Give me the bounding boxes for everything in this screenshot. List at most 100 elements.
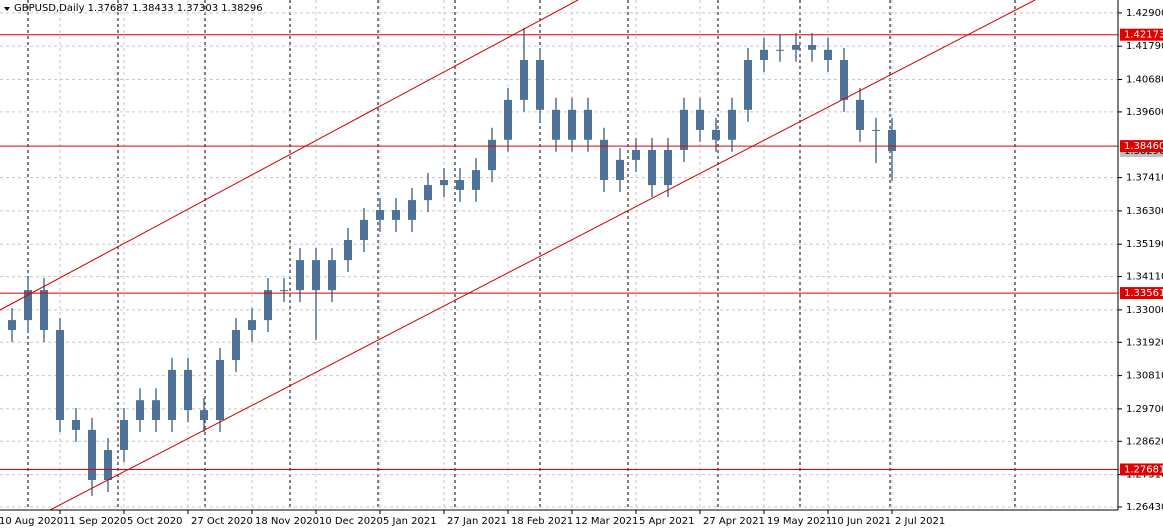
level-box: [1120, 287, 1163, 300]
channel-lower: [49, 0, 1036, 511]
candle-body: [328, 260, 336, 291]
x-tick-label: 19 May 2021: [767, 516, 832, 527]
candle-body: [600, 139, 608, 180]
candle-body: [824, 49, 832, 60]
x-tick-label: 11 Sep 2020: [63, 516, 126, 527]
level-box: [1120, 463, 1163, 476]
x-tick-label: 27 Oct 2020: [191, 516, 253, 527]
candle-body: [56, 330, 64, 420]
x-tick-label: 10 Dec 2020: [319, 516, 383, 527]
candle-body: [712, 129, 720, 140]
level-label: 1.42173: [1124, 30, 1163, 41]
axis-labels: 1.42900 1.41790 1.40680 1.39600 1.37410 1.363…: [0, 8, 1163, 527]
candle-body: [24, 290, 32, 321]
candle-body: [504, 99, 512, 140]
candle-body: [568, 109, 576, 140]
candle-body: [440, 180, 448, 186]
candle-body: [856, 99, 864, 130]
x-tick-label: 5 Jan 2021: [383, 516, 437, 527]
candle-body: [744, 60, 752, 110]
candle-body: [424, 185, 432, 201]
candle-body: [648, 150, 656, 186]
candle-body: [8, 320, 16, 330]
y-tick-label: 1.39600: [1126, 107, 1163, 118]
level-label: 1.33561: [1124, 288, 1163, 299]
candle-body: [552, 109, 560, 140]
candle-body: [408, 200, 416, 220]
candle-body: [632, 150, 640, 160]
candle-body: [792, 45, 800, 50]
candle-body: [184, 369, 192, 411]
level-label: 1.27681: [1124, 464, 1163, 475]
candle-body: [104, 450, 112, 480]
candle-body: [392, 210, 400, 220]
candle-body: [664, 150, 672, 186]
x-tick-label: 5 Oct 2020: [127, 516, 182, 527]
candle-body: [344, 240, 352, 261]
y-tick-label: 1.28620: [1126, 436, 1163, 447]
y-tick-label: 1.34110: [1126, 272, 1163, 283]
candle-body: [376, 210, 384, 220]
candle-body: [360, 219, 368, 240]
candle-body: [616, 159, 624, 180]
x-tick-label: 27 Apr 2021: [703, 516, 765, 527]
y-tick-label: 1.40680: [1126, 75, 1163, 86]
x-tick-label: 18 Nov 2020: [255, 516, 319, 527]
plot-area: [0, 0, 1118, 510]
y-tick-label: 1.41790: [1126, 41, 1163, 52]
x-tick-label: 12 Mar 2021: [575, 516, 638, 527]
candle-body: [72, 420, 80, 430]
level-box: [1120, 28, 1163, 41]
candle-body: [584, 109, 592, 140]
candle-body: [696, 109, 704, 130]
candle-body: [760, 49, 768, 60]
candle-body: [312, 260, 320, 291]
candle-body: [280, 290, 288, 292]
y-tick-label: 1.31920: [1126, 337, 1163, 348]
level-label: 1.38460: [1124, 141, 1163, 152]
x-tick-label: 10 Jun 2021: [831, 516, 891, 527]
level-box: [1120, 140, 1163, 153]
channel-upper: [0, 0, 579, 311]
candle-body: [120, 420, 128, 450]
candle-body: [888, 129, 896, 152]
candle-body: [456, 180, 464, 190]
y-tick-label: 1.29700: [1126, 404, 1163, 415]
y-tick-label: 1.30810: [1126, 371, 1163, 382]
y-tick-label: 1.37410: [1126, 173, 1163, 184]
candle-body: [168, 369, 176, 420]
candle-body: [536, 60, 544, 110]
x-tick-label: 27 Jan 2021: [447, 516, 507, 527]
candle-body: [216, 360, 224, 420]
candle-body: [520, 60, 528, 100]
x-tick-label: 18 Feb 2021: [511, 516, 573, 527]
candle-body: [152, 400, 160, 420]
candle-body: [200, 410, 208, 420]
candle-body: [40, 290, 48, 330]
y-tick-label: 1.42900: [1126, 8, 1163, 19]
candle-body: [264, 290, 272, 321]
y-tick-label: 1.35190: [1126, 239, 1163, 250]
candle-body: [872, 129, 880, 131]
candle-body: [88, 429, 96, 480]
x-tick-label: 10 Aug 2020: [0, 516, 63, 527]
candle-body: [808, 45, 816, 50]
candle-body: [136, 400, 144, 420]
x-tick-label: 2 Jul 2021: [895, 516, 945, 527]
chart-title: GBPUSD,Daily 1.37687 1.38433 1.37303 1.3…: [14, 3, 263, 14]
candle-body: [680, 109, 688, 150]
x-tick-label: 5 Apr 2021: [639, 516, 694, 527]
candle-body: [728, 109, 736, 140]
candle-body: [472, 170, 480, 190]
y-tick-label: 1.33000: [1126, 305, 1163, 316]
candle-body: [776, 49, 784, 51]
candle-body: [296, 260, 304, 291]
candle-body: [488, 139, 496, 171]
candle-body: [248, 320, 256, 330]
candle-body: [232, 330, 240, 360]
candle-body: [840, 60, 848, 100]
y-tick-label: 1.36300: [1126, 206, 1163, 217]
menu-arrow: [4, 7, 10, 11]
y-tick-label: 1.26430: [1126, 502, 1163, 513]
